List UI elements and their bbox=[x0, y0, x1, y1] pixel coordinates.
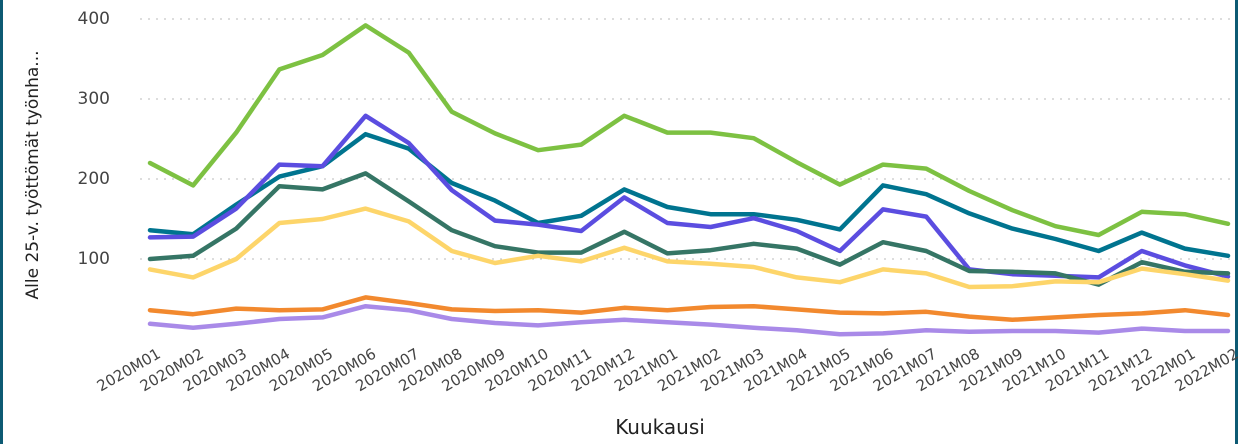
y-axis-title: Alle 25-v. työttömät työnha... bbox=[23, 50, 43, 299]
series-line bbox=[147, 171, 1231, 287]
series-line bbox=[147, 295, 1231, 323]
y-tick-label: 100 bbox=[78, 249, 110, 269]
series-line bbox=[147, 23, 1231, 238]
frame-edge bbox=[0, 0, 3, 444]
y-tick-label: 400 bbox=[78, 9, 110, 29]
y-tick-label: 200 bbox=[78, 169, 110, 189]
frame-edge bbox=[1235, 0, 1238, 444]
series-line bbox=[147, 303, 1231, 337]
y-tick-label: 300 bbox=[78, 89, 110, 109]
x-axis-title: Kuukausi bbox=[615, 415, 705, 439]
series-line bbox=[147, 206, 1231, 290]
series-line bbox=[147, 113, 1231, 280]
series-line bbox=[147, 131, 1231, 259]
